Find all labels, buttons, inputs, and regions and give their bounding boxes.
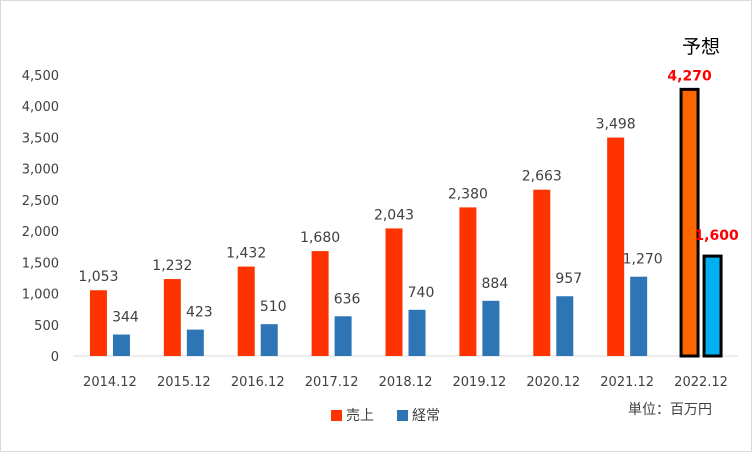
y-tick-label: 0	[51, 350, 59, 365]
bar-sales-2021.12	[607, 137, 625, 356]
legend-label: 経常	[412, 408, 440, 424]
bar-sales-2019.12	[459, 207, 477, 356]
bar-ordinary-2022.12	[702, 254, 723, 358]
x-tick-label: 2019.12	[453, 375, 507, 390]
x-tick-label: 2022.12	[674, 375, 728, 390]
data-label: 740	[408, 285, 435, 301]
unit-note: 単位：百万円	[628, 402, 712, 418]
data-label: 1,680	[300, 230, 340, 246]
y-tick-label: 500	[34, 319, 59, 334]
data-label: 1,232	[152, 258, 192, 274]
bar-ordinary-2020.12	[556, 296, 574, 356]
bar-sales-2022.12	[679, 87, 700, 358]
bar-sales-2017.12	[311, 251, 329, 356]
data-label: 1,053	[78, 269, 118, 285]
x-tick-label: 2021.12	[600, 375, 654, 390]
data-label: 884	[482, 276, 509, 292]
data-label: 1,270	[623, 252, 663, 268]
x-tick-label: 2018.12	[379, 375, 433, 390]
x-tick-label: 2016.12	[231, 375, 285, 390]
data-label: 957	[555, 271, 582, 287]
data-label: 510	[260, 299, 287, 315]
x-tick-label: 2014.12	[83, 375, 137, 390]
y-tick-label: 1,500	[22, 256, 59, 271]
y-tick-label: 2,500	[22, 194, 59, 209]
bar-sales-2014.12	[89, 290, 107, 356]
legend-label: 売上	[346, 408, 374, 424]
data-label: 2,663	[522, 169, 562, 185]
forecast-label: 予想	[682, 36, 720, 58]
bar-ordinary-2015.12	[186, 329, 204, 356]
bar-sales-2018.12	[385, 228, 403, 356]
bar-sales-2016.12	[237, 266, 255, 356]
data-label: 636	[334, 291, 361, 307]
y-tick-label: 3,500	[22, 131, 59, 146]
data-label: 2,043	[374, 207, 414, 223]
y-tick-label: 1,000	[22, 288, 59, 303]
legend-swatch-sales	[331, 410, 342, 421]
y-tick-label: 4,500	[22, 69, 59, 84]
x-tick-label: 2015.12	[157, 375, 211, 390]
data-label: 344	[112, 310, 139, 326]
legend-swatch-ordinary	[397, 410, 408, 421]
data-label: 2,380	[448, 186, 488, 202]
data-label: 1,432	[226, 246, 266, 262]
y-tick-label: 4,000	[22, 100, 59, 115]
bar-ordinary-2014.12	[112, 334, 130, 356]
x-tick-label: 2017.12	[305, 375, 359, 390]
bar-ordinary-2018.12	[408, 309, 426, 356]
y-tick-label: 3,000	[22, 163, 59, 178]
data-label: 3,498	[596, 117, 636, 133]
y-tick-label: 2,000	[22, 225, 59, 240]
data-label: 423	[186, 305, 213, 321]
data-label: 1,600	[694, 228, 739, 244]
bar-sales-2020.12	[533, 189, 551, 356]
bar-ordinary-2017.12	[334, 316, 352, 356]
data-label: 4,270	[667, 68, 712, 84]
x-tick-label: 2020.12	[526, 375, 580, 390]
bar-ordinary-2021.12	[630, 276, 648, 356]
bar-ordinary-2016.12	[260, 324, 278, 356]
bar-sales-2015.12	[163, 279, 181, 356]
bar-ordinary-2019.12	[482, 300, 500, 356]
